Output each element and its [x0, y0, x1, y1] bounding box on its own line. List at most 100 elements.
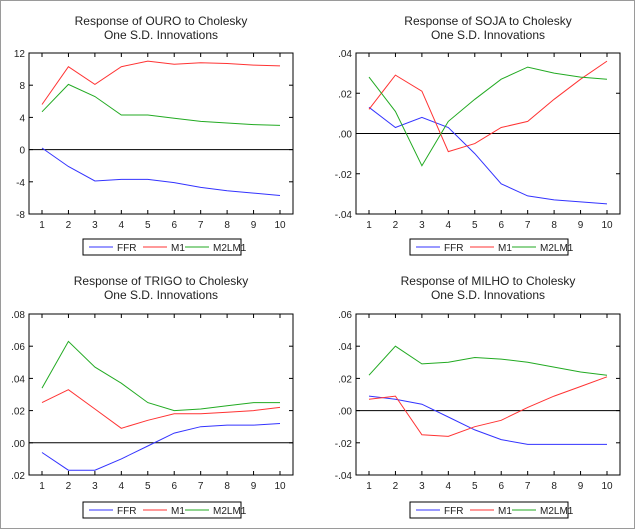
x-tick-label: 5: [145, 481, 151, 492]
chart-title: Response of SOJA to Cholesky: [404, 14, 571, 28]
x-tick-label: 1: [39, 220, 45, 231]
x-tick-label: 7: [198, 220, 204, 231]
y-tick-label: -.02: [335, 170, 353, 181]
series-line-m1: [41, 389, 281, 429]
legend: FFR M1 M2LM1: [409, 501, 574, 519]
y-tick-label: .06: [338, 310, 352, 321]
x-tick-label: 2: [393, 220, 399, 231]
x-tick-label: 4: [446, 220, 452, 231]
x-tick-label: 8: [551, 481, 557, 492]
y-tick-label: -.04: [335, 471, 353, 482]
series-line-m1: [368, 376, 608, 437]
y-tick-label: .06: [11, 342, 25, 353]
series-line-m2lm1: [368, 66, 608, 167]
x-tick-label: 5: [472, 220, 478, 231]
x-tick-label: 1: [366, 220, 372, 231]
x-tick-label: 2: [393, 481, 399, 492]
x-tick-label: 4: [119, 220, 125, 231]
y-tick-label: 12: [14, 49, 26, 60]
x-tick-label: 4: [119, 481, 125, 492]
chart-title: Response of TRIGO to Cholesky: [74, 274, 249, 288]
x-tick-label: 10: [601, 481, 613, 492]
y-tick-label: .04: [338, 342, 352, 353]
x-tick-label: 7: [525, 220, 531, 231]
legend-label-ffr: FFR: [444, 243, 463, 254]
y-tick-label: -.02: [335, 439, 353, 450]
x-tick-label: 7: [198, 481, 204, 492]
x-tick-label: 5: [145, 220, 151, 231]
x-tick-label: 3: [419, 220, 425, 231]
y-tick-label: .04: [338, 49, 352, 60]
chart-subtitle: One S.D. Innovations: [431, 288, 545, 302]
legend-label-ffr: FFR: [444, 506, 463, 517]
plot-area: [355, 52, 621, 215]
legend: FFR M1 M2LM1: [82, 238, 247, 256]
chart-title: Response of MILHO to Cholesky: [401, 274, 576, 288]
x-tick-label: 7: [525, 481, 531, 492]
legend-label-m1: M1: [171, 243, 185, 254]
legend-label-m2lm1: M2LM1: [540, 506, 574, 517]
legend: FFR M1 M2LM1: [82, 501, 247, 519]
series-line-ffr: [41, 147, 281, 196]
y-tick-label: 0: [19, 146, 25, 157]
x-tick-label: 4: [446, 481, 452, 492]
legend-label-m1: M1: [498, 243, 512, 254]
x-tick-label: 6: [498, 220, 504, 231]
x-tick-label: 5: [472, 481, 478, 492]
y-tick-label: .00: [338, 407, 352, 418]
x-tick-label: 9: [251, 220, 257, 231]
y-tick-label: .00: [338, 130, 352, 141]
x-tick-label: 1: [39, 481, 45, 492]
y-tick-label: -.04: [335, 210, 353, 221]
x-tick-label: 3: [419, 481, 425, 492]
chart-subtitle: One S.D. Innovations: [431, 28, 545, 42]
x-tick-label: 10: [274, 481, 286, 492]
y-tick-label: .02: [11, 471, 25, 482]
x-tick-label: 6: [171, 220, 177, 231]
x-tick-label: 2: [66, 481, 72, 492]
plot-area: [28, 52, 294, 215]
x-tick-label: 9: [251, 481, 257, 492]
series-line-m2lm1: [368, 345, 608, 376]
chart-subtitle: One S.D. Innovations: [104, 288, 218, 302]
series-line-m2lm1: [41, 83, 281, 126]
legend-label-ffr: FFR: [117, 506, 136, 517]
series-line-m1: [41, 60, 281, 105]
x-tick-label: 8: [224, 220, 230, 231]
legend-label-m2lm1: M2LM1: [213, 243, 247, 254]
legend-label-m2lm1: M2LM1: [540, 243, 574, 254]
y-tick-label: 8: [19, 81, 25, 92]
x-tick-label: 6: [498, 481, 504, 492]
y-tick-label: .00: [11, 439, 25, 450]
plot-area: [355, 313, 621, 476]
x-tick-label: 3: [92, 481, 98, 492]
chart-subtitle: One S.D. Innovations: [104, 28, 218, 42]
y-tick-label: .04: [11, 374, 25, 385]
x-tick-label: 1: [366, 481, 372, 492]
series-line-ffr: [368, 395, 607, 445]
chart-title: Response of OURO to Cholesky: [75, 14, 248, 28]
x-tick-label: 10: [274, 220, 286, 231]
x-tick-label: 9: [578, 220, 584, 231]
x-tick-label: 10: [601, 220, 613, 231]
x-tick-label: 2: [66, 220, 72, 231]
x-tick-label: 6: [171, 481, 177, 492]
x-tick-label: 8: [551, 220, 557, 231]
plot-area: [28, 313, 294, 476]
x-tick-label: 9: [578, 481, 584, 492]
series-line-m1: [368, 60, 608, 153]
y-tick-label: 4: [19, 113, 25, 124]
x-tick-label: 8: [224, 481, 230, 492]
y-tick-label: .02: [338, 374, 352, 385]
legend-label-m1: M1: [171, 506, 185, 517]
series-line-ffr: [368, 106, 608, 205]
legend-label-m2lm1: M2LM1: [213, 506, 247, 517]
series-line-ffr: [41, 423, 281, 471]
series-line-m2lm1: [41, 340, 280, 412]
